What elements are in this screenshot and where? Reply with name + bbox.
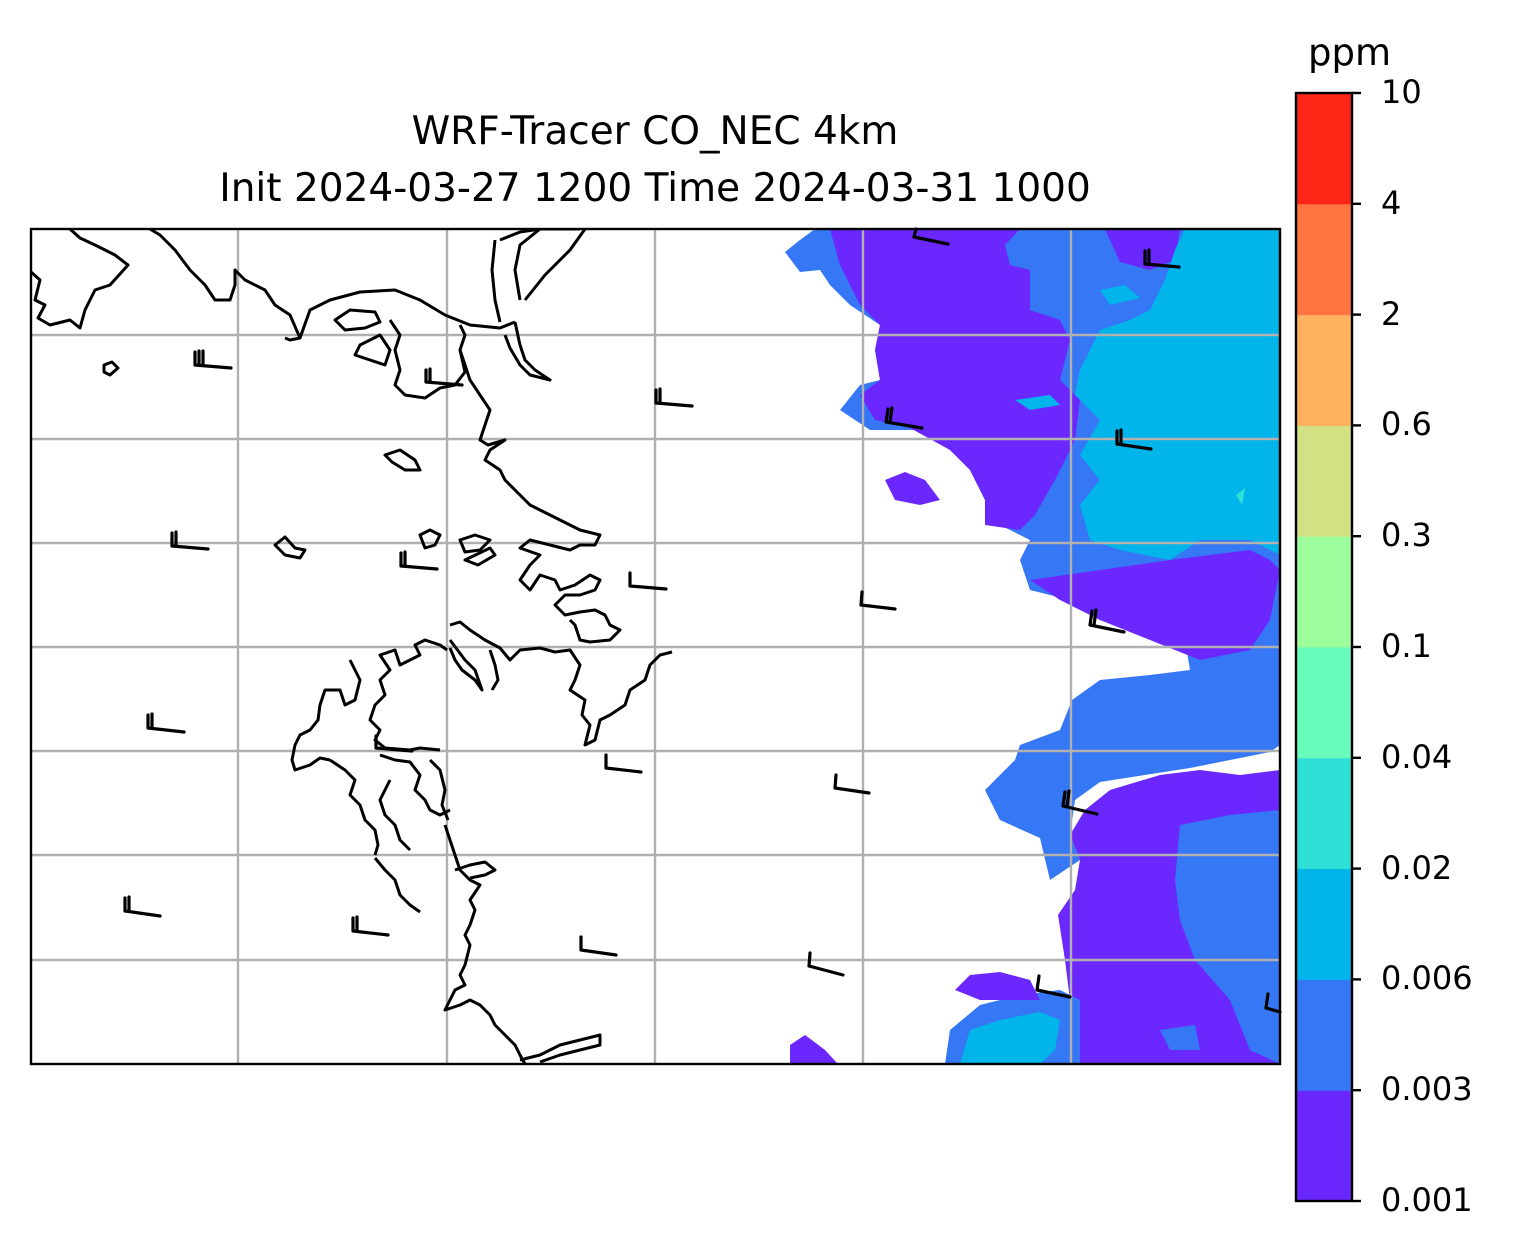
wind-barb <box>912 227 950 246</box>
wind-barb <box>123 895 162 918</box>
coastline-bay-west <box>353 333 392 367</box>
colorbar-band <box>1296 868 1352 980</box>
tracer-concentration-fill <box>785 229 1280 1064</box>
plume-blue-inner-fleck <box>1160 1025 1200 1050</box>
coastline-small-island-3 <box>383 448 422 472</box>
wind-barb <box>374 734 414 753</box>
colorbar-tick-label: 0.6 <box>1381 405 1432 444</box>
colorbar-tick-label: 0.02 <box>1381 848 1453 887</box>
colorbar-tick-label: 10 <box>1381 73 1422 111</box>
colorbar-band <box>1296 979 1352 1091</box>
coastline-south-b <box>454 860 497 880</box>
coastline-west-land <box>368 638 448 752</box>
colorbar-tick-label: 4 <box>1381 183 1402 222</box>
wind-barb <box>146 712 186 734</box>
wind-barb <box>424 367 464 387</box>
wind-barb <box>579 935 618 957</box>
wind-barb <box>859 590 897 611</box>
plume-cyan-small <box>1100 285 1140 305</box>
colorbar-tick-label: 0.3 <box>1381 516 1432 555</box>
map-title-line1: WRF-Tracer CO_NEC 4km <box>411 109 899 154</box>
coastline-north-c <box>298 288 516 339</box>
wind-barb <box>654 387 694 408</box>
colorbar-band <box>1296 1090 1352 1202</box>
colorbar-tick-label: 0.1 <box>1381 627 1432 665</box>
colorbar-unit-label: ppm <box>1308 31 1392 74</box>
wind-barb <box>351 915 390 937</box>
colorbar-tick-label: 0.006 <box>1381 959 1473 998</box>
coastline-inlet <box>503 321 552 382</box>
wind-barb <box>628 571 668 591</box>
coastline-island-4 <box>418 528 497 567</box>
colorbar-tick-label: 2 <box>1381 294 1402 333</box>
coastline-north-b <box>149 229 302 342</box>
coastline-north-island <box>333 308 382 332</box>
coastline-west-fjord-d <box>378 779 412 852</box>
wind-barb <box>884 406 924 430</box>
wind-barb <box>807 951 845 977</box>
coastline-central-fjord-b <box>488 649 500 691</box>
coastline-central <box>449 620 673 747</box>
plume-lower-blue <box>1175 810 1280 1064</box>
wind-barb <box>1061 789 1099 816</box>
wind-barb <box>1115 428 1153 451</box>
plume-bottom-left-fleck <box>790 1035 838 1064</box>
plume-isolated-island <box>885 472 940 505</box>
plume-teal-fleck <box>1236 488 1245 505</box>
wind-barb <box>1143 248 1181 269</box>
map-title-line2: Init 2024-03-27 1200 Time 2024-03-31 100… <box>219 166 1091 211</box>
colorbar-band <box>1296 93 1352 205</box>
wind-barb <box>193 349 233 370</box>
coastline-south-spit <box>519 1033 602 1064</box>
colorbar-band <box>1296 425 1352 537</box>
coastline-west-fjord-c <box>379 753 451 817</box>
wind-barb <box>1035 974 1072 999</box>
coastline-south-c <box>373 857 421 914</box>
coastline-channel-2 <box>513 229 587 301</box>
colorbar-band <box>1296 536 1352 648</box>
colorbar-band <box>1296 647 1352 759</box>
plume-bottom-purple-island <box>955 972 1040 1000</box>
coastline-west-fjord-a <box>290 659 362 772</box>
colorbar-band <box>1296 203 1352 316</box>
plume-cyan-small-b <box>1015 395 1060 410</box>
coastline-west-fjord-b <box>329 758 380 856</box>
graticule <box>31 229 1280 1064</box>
colorbar-band <box>1296 314 1352 426</box>
colorbar-ticks <box>1352 91 1361 1203</box>
coastline-north <box>31 229 130 330</box>
coastline-west-fjord-e <box>428 758 450 821</box>
plume-cyan-core <box>1075 229 1280 560</box>
coastline-peninsula <box>388 319 467 400</box>
plume-mid-purple <box>1030 550 1280 660</box>
wind-barb <box>399 550 439 571</box>
coastlines <box>31 229 673 1064</box>
wind-barb <box>833 773 871 795</box>
wind-barb <box>1088 608 1126 634</box>
plume-upper-purple-b <box>1105 229 1180 270</box>
coastline-small-island-1 <box>102 360 120 377</box>
plume-upper-purple <box>830 229 1080 530</box>
coastline-small-island-2 <box>273 535 307 560</box>
plume-bottom-cyan <box>960 1012 1060 1064</box>
coastline-river <box>458 349 622 644</box>
colorbar-tick-label: 0.001 <box>1381 1181 1473 1219</box>
coastline-south <box>443 824 527 1064</box>
colorbar-tick-label: 0.04 <box>1381 737 1453 776</box>
wind-barb <box>170 530 210 551</box>
coastline-central-fjord-a <box>448 639 484 692</box>
wind-barb <box>604 753 643 774</box>
colorbar <box>1296 93 1352 1202</box>
map-frame <box>29 227 1282 1066</box>
wind-barbs <box>123 227 1282 1014</box>
colorbar-tick-label: 0.003 <box>1381 1070 1473 1109</box>
colorbar-band <box>1296 757 1352 870</box>
wind-barb <box>1264 992 1282 1014</box>
